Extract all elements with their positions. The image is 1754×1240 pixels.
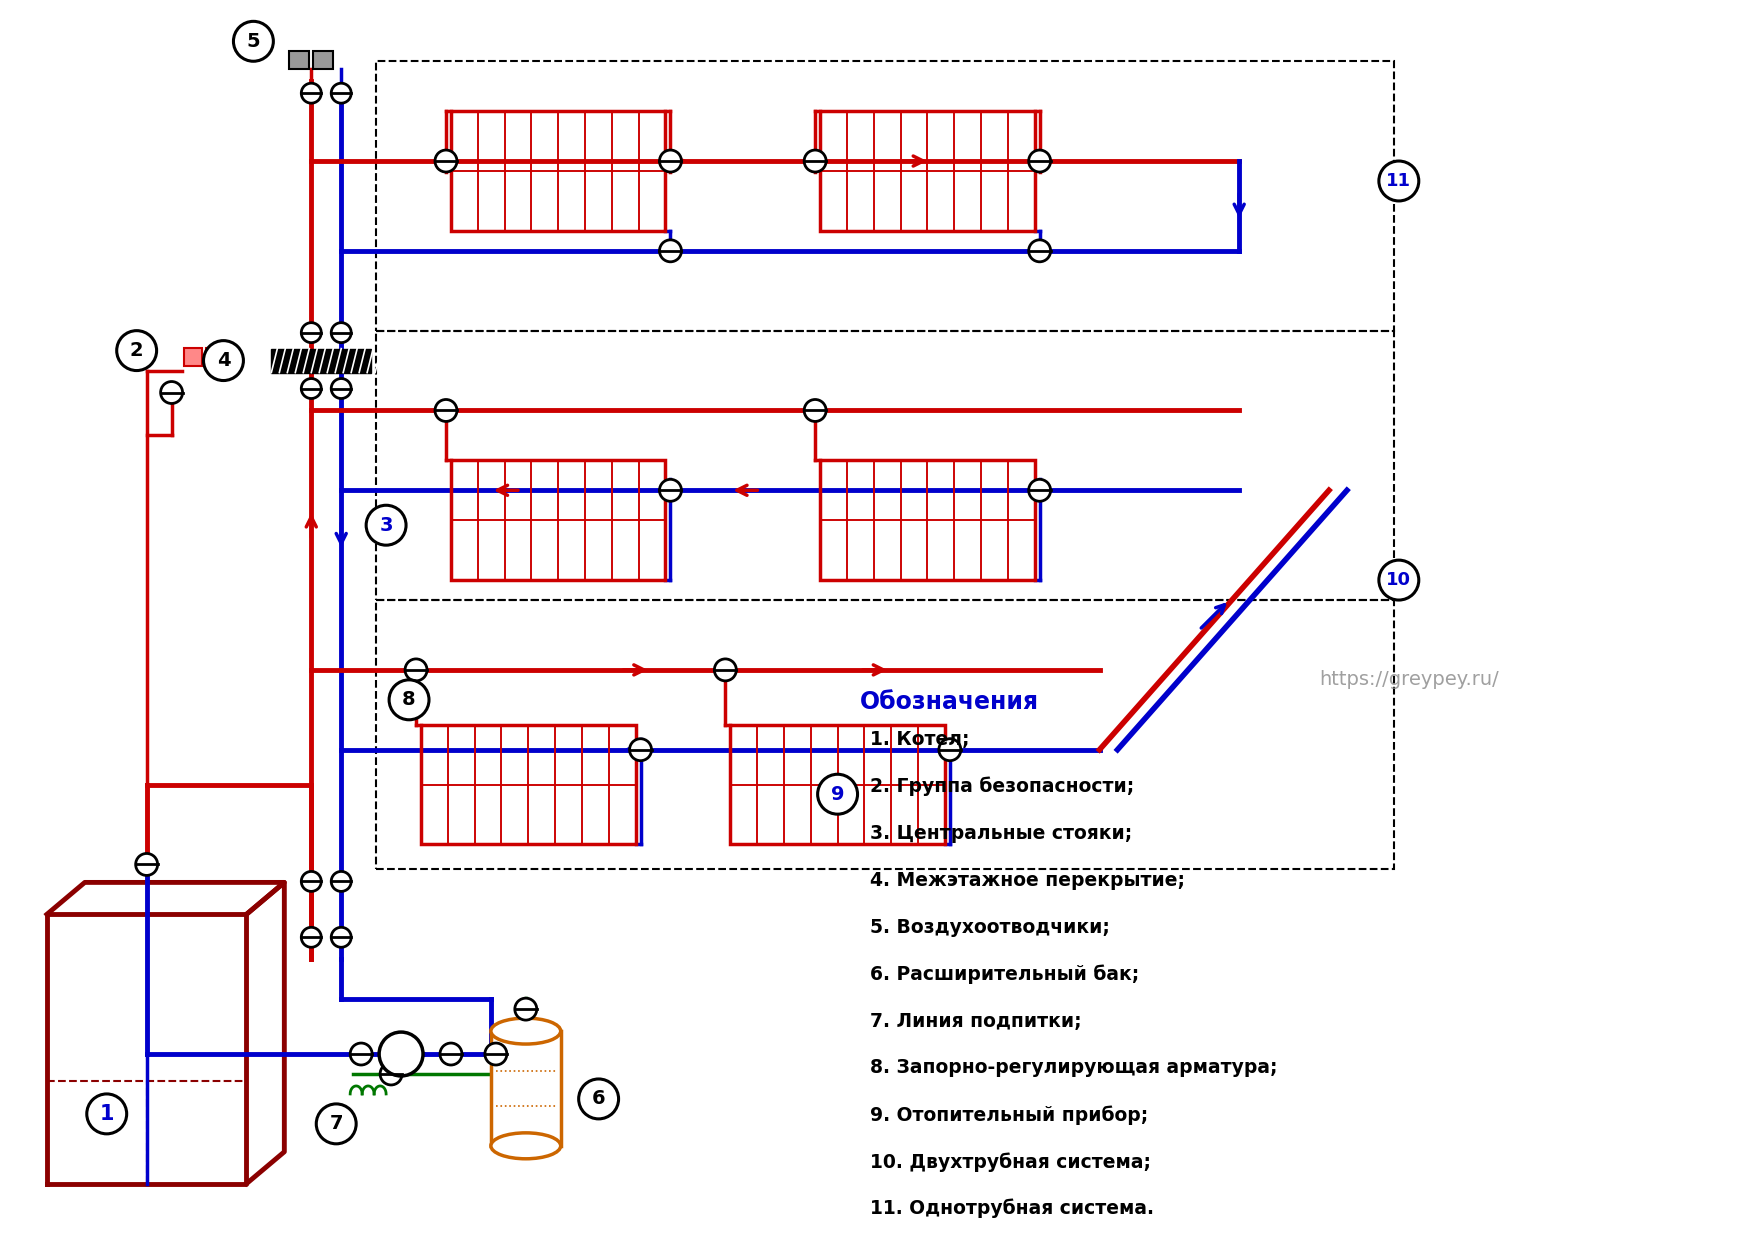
Text: 6: 6 bbox=[591, 1090, 605, 1109]
Text: 7: 7 bbox=[330, 1115, 344, 1133]
Text: 5. Воздухоотводчики;: 5. Воздухоотводчики; bbox=[870, 918, 1110, 936]
Bar bbox=[491, 1032, 561, 1146]
Text: 9. Отопительный прибор;: 9. Отопительный прибор; bbox=[870, 1105, 1149, 1125]
Circle shape bbox=[332, 322, 351, 342]
Text: 11: 11 bbox=[1386, 172, 1412, 190]
Circle shape bbox=[203, 341, 244, 381]
Circle shape bbox=[938, 739, 961, 760]
Circle shape bbox=[630, 739, 651, 760]
Circle shape bbox=[161, 382, 182, 403]
Text: 9: 9 bbox=[831, 785, 844, 804]
Circle shape bbox=[579, 1079, 619, 1118]
Circle shape bbox=[1028, 239, 1051, 262]
Text: 4. Межэтажное перекрытие;: 4. Межэтажное перекрытие; bbox=[870, 870, 1186, 890]
Circle shape bbox=[803, 150, 826, 172]
Bar bbox=[184, 347, 202, 366]
Circle shape bbox=[389, 680, 430, 719]
Circle shape bbox=[817, 774, 858, 815]
Circle shape bbox=[1028, 480, 1051, 501]
Text: 8. Запорно-регулирующая арматура;: 8. Запорно-регулирующая арматура; bbox=[870, 1059, 1277, 1078]
Circle shape bbox=[440, 1043, 461, 1065]
Text: 2. Группа безопасности;: 2. Группа безопасности; bbox=[870, 776, 1135, 796]
Text: 5: 5 bbox=[247, 32, 260, 51]
Text: https://greypey.ru/: https://greypey.ru/ bbox=[1319, 671, 1498, 689]
Circle shape bbox=[379, 1032, 423, 1076]
Bar bbox=[205, 347, 223, 366]
Text: 2: 2 bbox=[130, 341, 144, 360]
Bar bbox=[451, 112, 665, 231]
Circle shape bbox=[332, 378, 351, 398]
Text: 3. Центральные стояки;: 3. Центральные стояки; bbox=[870, 825, 1133, 843]
Circle shape bbox=[1028, 150, 1051, 172]
Bar bbox=[314, 51, 333, 69]
Circle shape bbox=[484, 1043, 507, 1065]
Text: 6. Расширительный бак;: 6. Расширительный бак; bbox=[870, 965, 1140, 985]
Circle shape bbox=[233, 21, 274, 61]
Circle shape bbox=[660, 239, 682, 262]
Circle shape bbox=[1379, 560, 1419, 600]
Bar bbox=[289, 51, 309, 69]
Circle shape bbox=[714, 658, 737, 681]
Bar bbox=[821, 112, 1035, 231]
Circle shape bbox=[302, 872, 321, 892]
Circle shape bbox=[302, 322, 321, 342]
Bar bbox=[375, 331, 1394, 600]
Circle shape bbox=[435, 399, 458, 422]
Text: 1. Котел;: 1. Котел; bbox=[870, 730, 970, 749]
Circle shape bbox=[332, 872, 351, 892]
Circle shape bbox=[86, 1094, 126, 1133]
Text: 10. Двухтрубная система;: 10. Двухтрубная система; bbox=[870, 1152, 1151, 1172]
Ellipse shape bbox=[491, 1018, 561, 1044]
Ellipse shape bbox=[491, 1133, 561, 1159]
Text: 11. Однотрубная система.: 11. Однотрубная система. bbox=[870, 1199, 1154, 1219]
Circle shape bbox=[660, 150, 682, 172]
Circle shape bbox=[118, 331, 156, 371]
Circle shape bbox=[367, 505, 407, 546]
Circle shape bbox=[660, 480, 682, 501]
Bar bbox=[451, 460, 665, 580]
Text: 4: 4 bbox=[217, 351, 230, 370]
Circle shape bbox=[302, 83, 321, 103]
Circle shape bbox=[1379, 161, 1419, 201]
Circle shape bbox=[332, 83, 351, 103]
Circle shape bbox=[332, 928, 351, 947]
Circle shape bbox=[316, 1104, 356, 1143]
Bar bbox=[272, 348, 372, 372]
Text: 8: 8 bbox=[402, 691, 416, 709]
Circle shape bbox=[135, 853, 158, 875]
Circle shape bbox=[302, 928, 321, 947]
Text: 1: 1 bbox=[100, 1104, 114, 1123]
Text: 7. Линия подпитки;: 7. Линия подпитки; bbox=[870, 1012, 1082, 1030]
Circle shape bbox=[302, 378, 321, 398]
Bar bbox=[821, 460, 1035, 580]
Circle shape bbox=[351, 1043, 372, 1065]
Circle shape bbox=[435, 150, 458, 172]
Text: 3: 3 bbox=[379, 516, 393, 534]
Circle shape bbox=[803, 399, 826, 422]
Bar bbox=[375, 61, 1394, 331]
Bar bbox=[421, 724, 635, 844]
Circle shape bbox=[516, 998, 537, 1021]
Bar bbox=[375, 600, 1394, 869]
Text: 10: 10 bbox=[1386, 572, 1412, 589]
Circle shape bbox=[381, 1063, 402, 1085]
Circle shape bbox=[405, 658, 426, 681]
Bar bbox=[730, 724, 945, 844]
Text: Обозначения: Обозначения bbox=[859, 689, 1040, 714]
